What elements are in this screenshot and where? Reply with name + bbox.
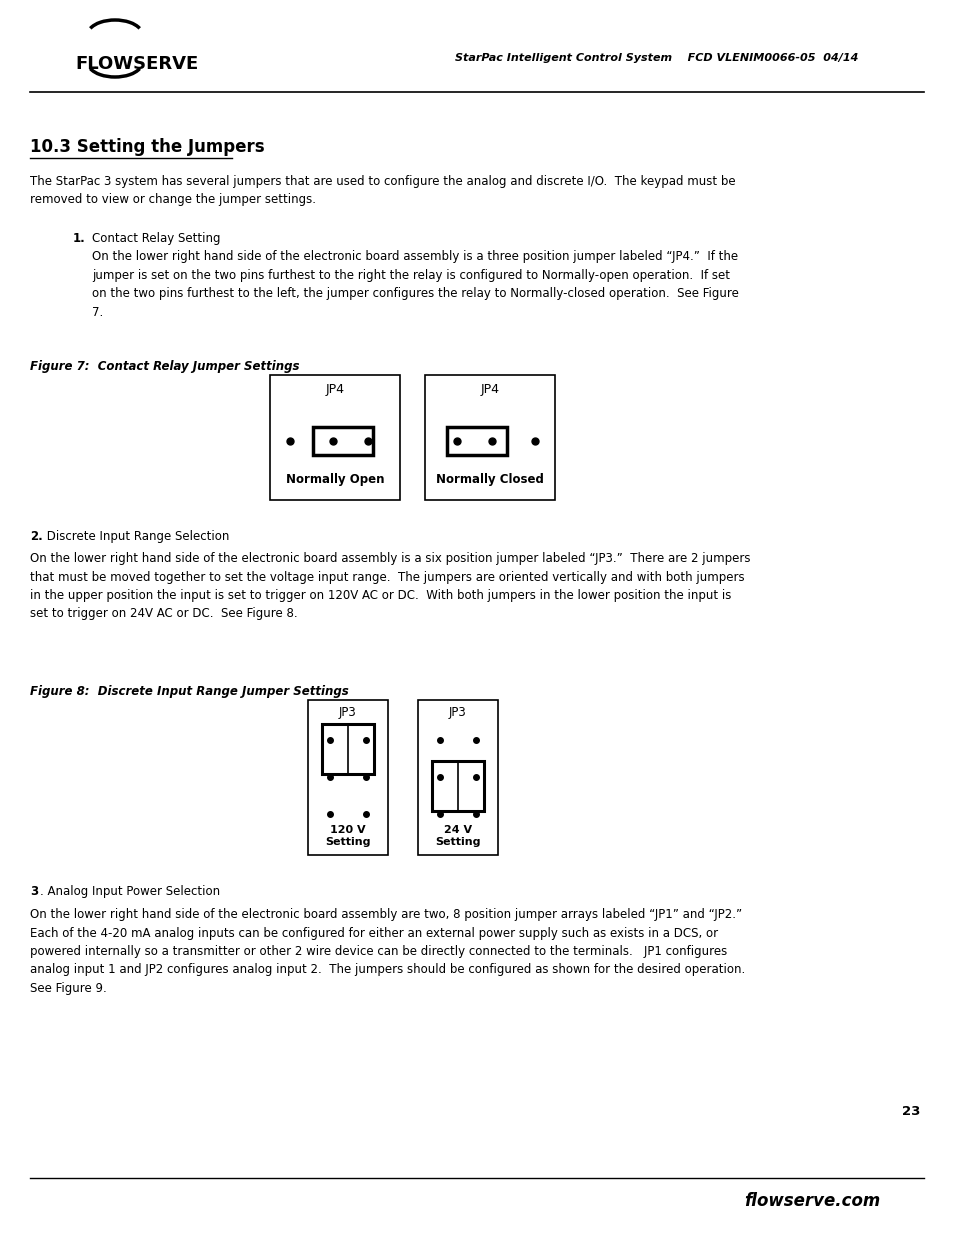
Text: 10.3 Setting the Jumpers: 10.3 Setting the Jumpers	[30, 138, 264, 156]
Bar	[270, 375, 399, 500]
Text: Discrete Input Range Selection: Discrete Input Range Selection	[43, 530, 229, 543]
Text: 3: 3	[30, 885, 38, 898]
Text: JP4: JP4	[480, 383, 499, 396]
Text: 24 V
Setting: 24 V Setting	[435, 825, 480, 847]
Text: 2.: 2.	[30, 530, 43, 543]
Text: On the lower right hand side of the electronic board assembly is a six position : On the lower right hand side of the elec…	[30, 552, 750, 620]
Bar	[424, 375, 555, 500]
Text: JP4: JP4	[325, 383, 344, 396]
Text: FLOWSERVE: FLOWSERVE	[75, 56, 198, 73]
Text: On the lower right hand side of the electronic board assembly are two, 8 positio: On the lower right hand side of the elec…	[30, 908, 744, 995]
Bar	[322, 724, 374, 774]
Text: Normally Open: Normally Open	[286, 473, 384, 487]
Text: JP3: JP3	[449, 706, 466, 719]
Bar	[447, 427, 506, 454]
Text: On the lower right hand side of the electronic board assembly is a three positio: On the lower right hand side of the elec…	[91, 249, 739, 319]
Bar	[313, 427, 373, 454]
Text: 120 V
Setting: 120 V Setting	[325, 825, 371, 847]
Text: flowserve.com: flowserve.com	[743, 1192, 879, 1210]
Text: Contact Relay Setting: Contact Relay Setting	[91, 232, 220, 245]
Bar	[432, 761, 483, 811]
Text: 23: 23	[901, 1105, 919, 1118]
Text: The StarPac 3 system has several jumpers that are used to configure the analog a: The StarPac 3 system has several jumpers…	[30, 175, 735, 206]
Text: Figure 8:  Discrete Input Range Jumper Settings: Figure 8: Discrete Input Range Jumper Se…	[30, 685, 349, 698]
Text: Normally Closed: Normally Closed	[436, 473, 543, 487]
Text: 1.: 1.	[73, 232, 86, 245]
Text: JP3: JP3	[338, 706, 356, 719]
Bar	[417, 700, 497, 855]
Text: Figure 7:  Contact Relay Jumper Settings: Figure 7: Contact Relay Jumper Settings	[30, 359, 299, 373]
Text: . Analog Input Power Selection: . Analog Input Power Selection	[40, 885, 220, 898]
Text: StarPac Intelligent Control System    FCD VLENIM0066-05  04/14: StarPac Intelligent Control System FCD V…	[455, 53, 858, 63]
Bar	[308, 700, 388, 855]
